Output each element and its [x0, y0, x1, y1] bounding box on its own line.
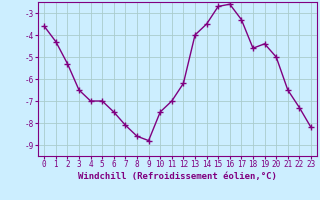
X-axis label: Windchill (Refroidissement éolien,°C): Windchill (Refroidissement éolien,°C) — [78, 172, 277, 181]
